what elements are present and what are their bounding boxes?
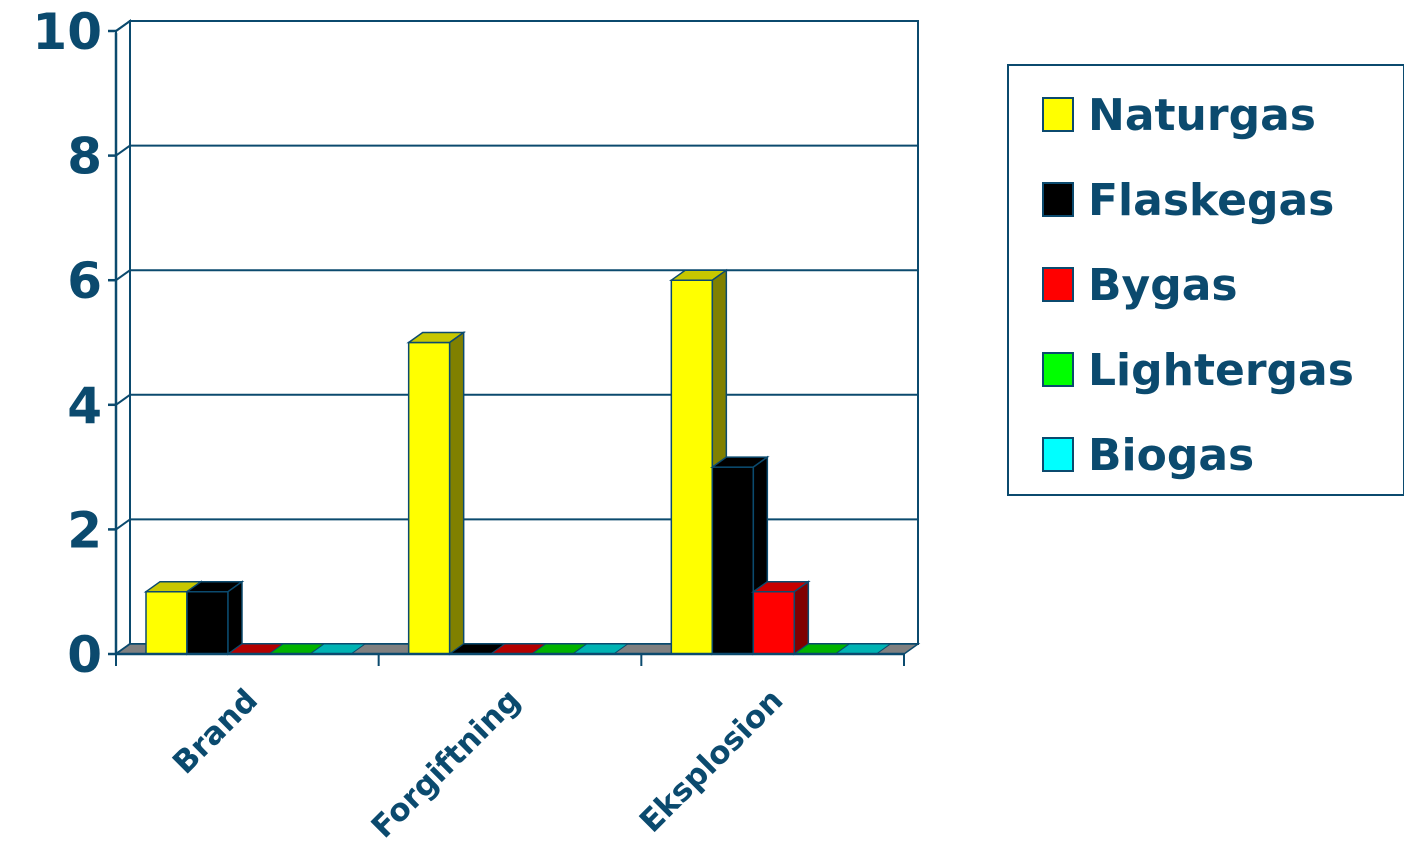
gridline-depth bbox=[115, 518, 131, 531]
y-tick-label: 10 bbox=[32, 3, 102, 61]
bar-front bbox=[407, 341, 451, 655]
bar-front bbox=[186, 590, 229, 655]
bar-side bbox=[227, 580, 243, 656]
chart-axes bbox=[108, 29, 905, 666]
legend-swatch bbox=[1042, 437, 1074, 472]
legend-label: Naturgas bbox=[1088, 90, 1316, 141]
y-tick-label: 4 bbox=[67, 377, 102, 435]
x-category-label: Eksplosion bbox=[633, 682, 791, 840]
x-category-label: Brand bbox=[166, 682, 265, 781]
chart-legend: Naturgas Flaskegas Bygas Lightergas Biogas bbox=[1007, 64, 1404, 496]
chart-gridlines bbox=[113, 19, 921, 656]
gridline-depth bbox=[115, 20, 131, 32]
bar-front bbox=[711, 466, 755, 655]
legend-swatch bbox=[1042, 267, 1074, 302]
bar bbox=[406, 331, 467, 656]
legend-swatch bbox=[1042, 352, 1074, 387]
chart-side-wall bbox=[115, 19, 131, 656]
bar-front bbox=[752, 590, 796, 655]
legend-swatch bbox=[1042, 182, 1074, 217]
legend-swatch bbox=[1042, 97, 1074, 132]
chart-back-wall bbox=[129, 20, 919, 645]
y-tick-label: 8 bbox=[67, 128, 102, 186]
y-tick-label: 6 bbox=[67, 252, 102, 310]
bar bbox=[750, 580, 811, 656]
legend-label: Flaskegas bbox=[1088, 175, 1334, 226]
bar-front bbox=[670, 279, 714, 655]
bar-side bbox=[793, 580, 810, 656]
y-tick-label: 0 bbox=[67, 626, 102, 684]
x-category-label: Forgiftning bbox=[365, 682, 528, 845]
chart-bars bbox=[143, 268, 892, 656]
y-axis-tick-labels: 0 2 4 6 8 10 bbox=[32, 3, 102, 684]
x-axis-category-labels: Brand Forgiftning Eksplosion bbox=[166, 682, 790, 845]
gridline-depth bbox=[115, 144, 131, 157]
bar bbox=[184, 580, 245, 656]
y-tick-label: 2 bbox=[67, 501, 102, 559]
legend-label: Bygas bbox=[1088, 260, 1238, 311]
gridline-depth bbox=[115, 269, 131, 282]
gridline-depth bbox=[115, 393, 131, 406]
legend-label: Lightergas bbox=[1088, 345, 1354, 396]
legend-label: Biogas bbox=[1088, 430, 1254, 481]
bar-front bbox=[145, 590, 188, 655]
bar-side bbox=[448, 331, 465, 656]
